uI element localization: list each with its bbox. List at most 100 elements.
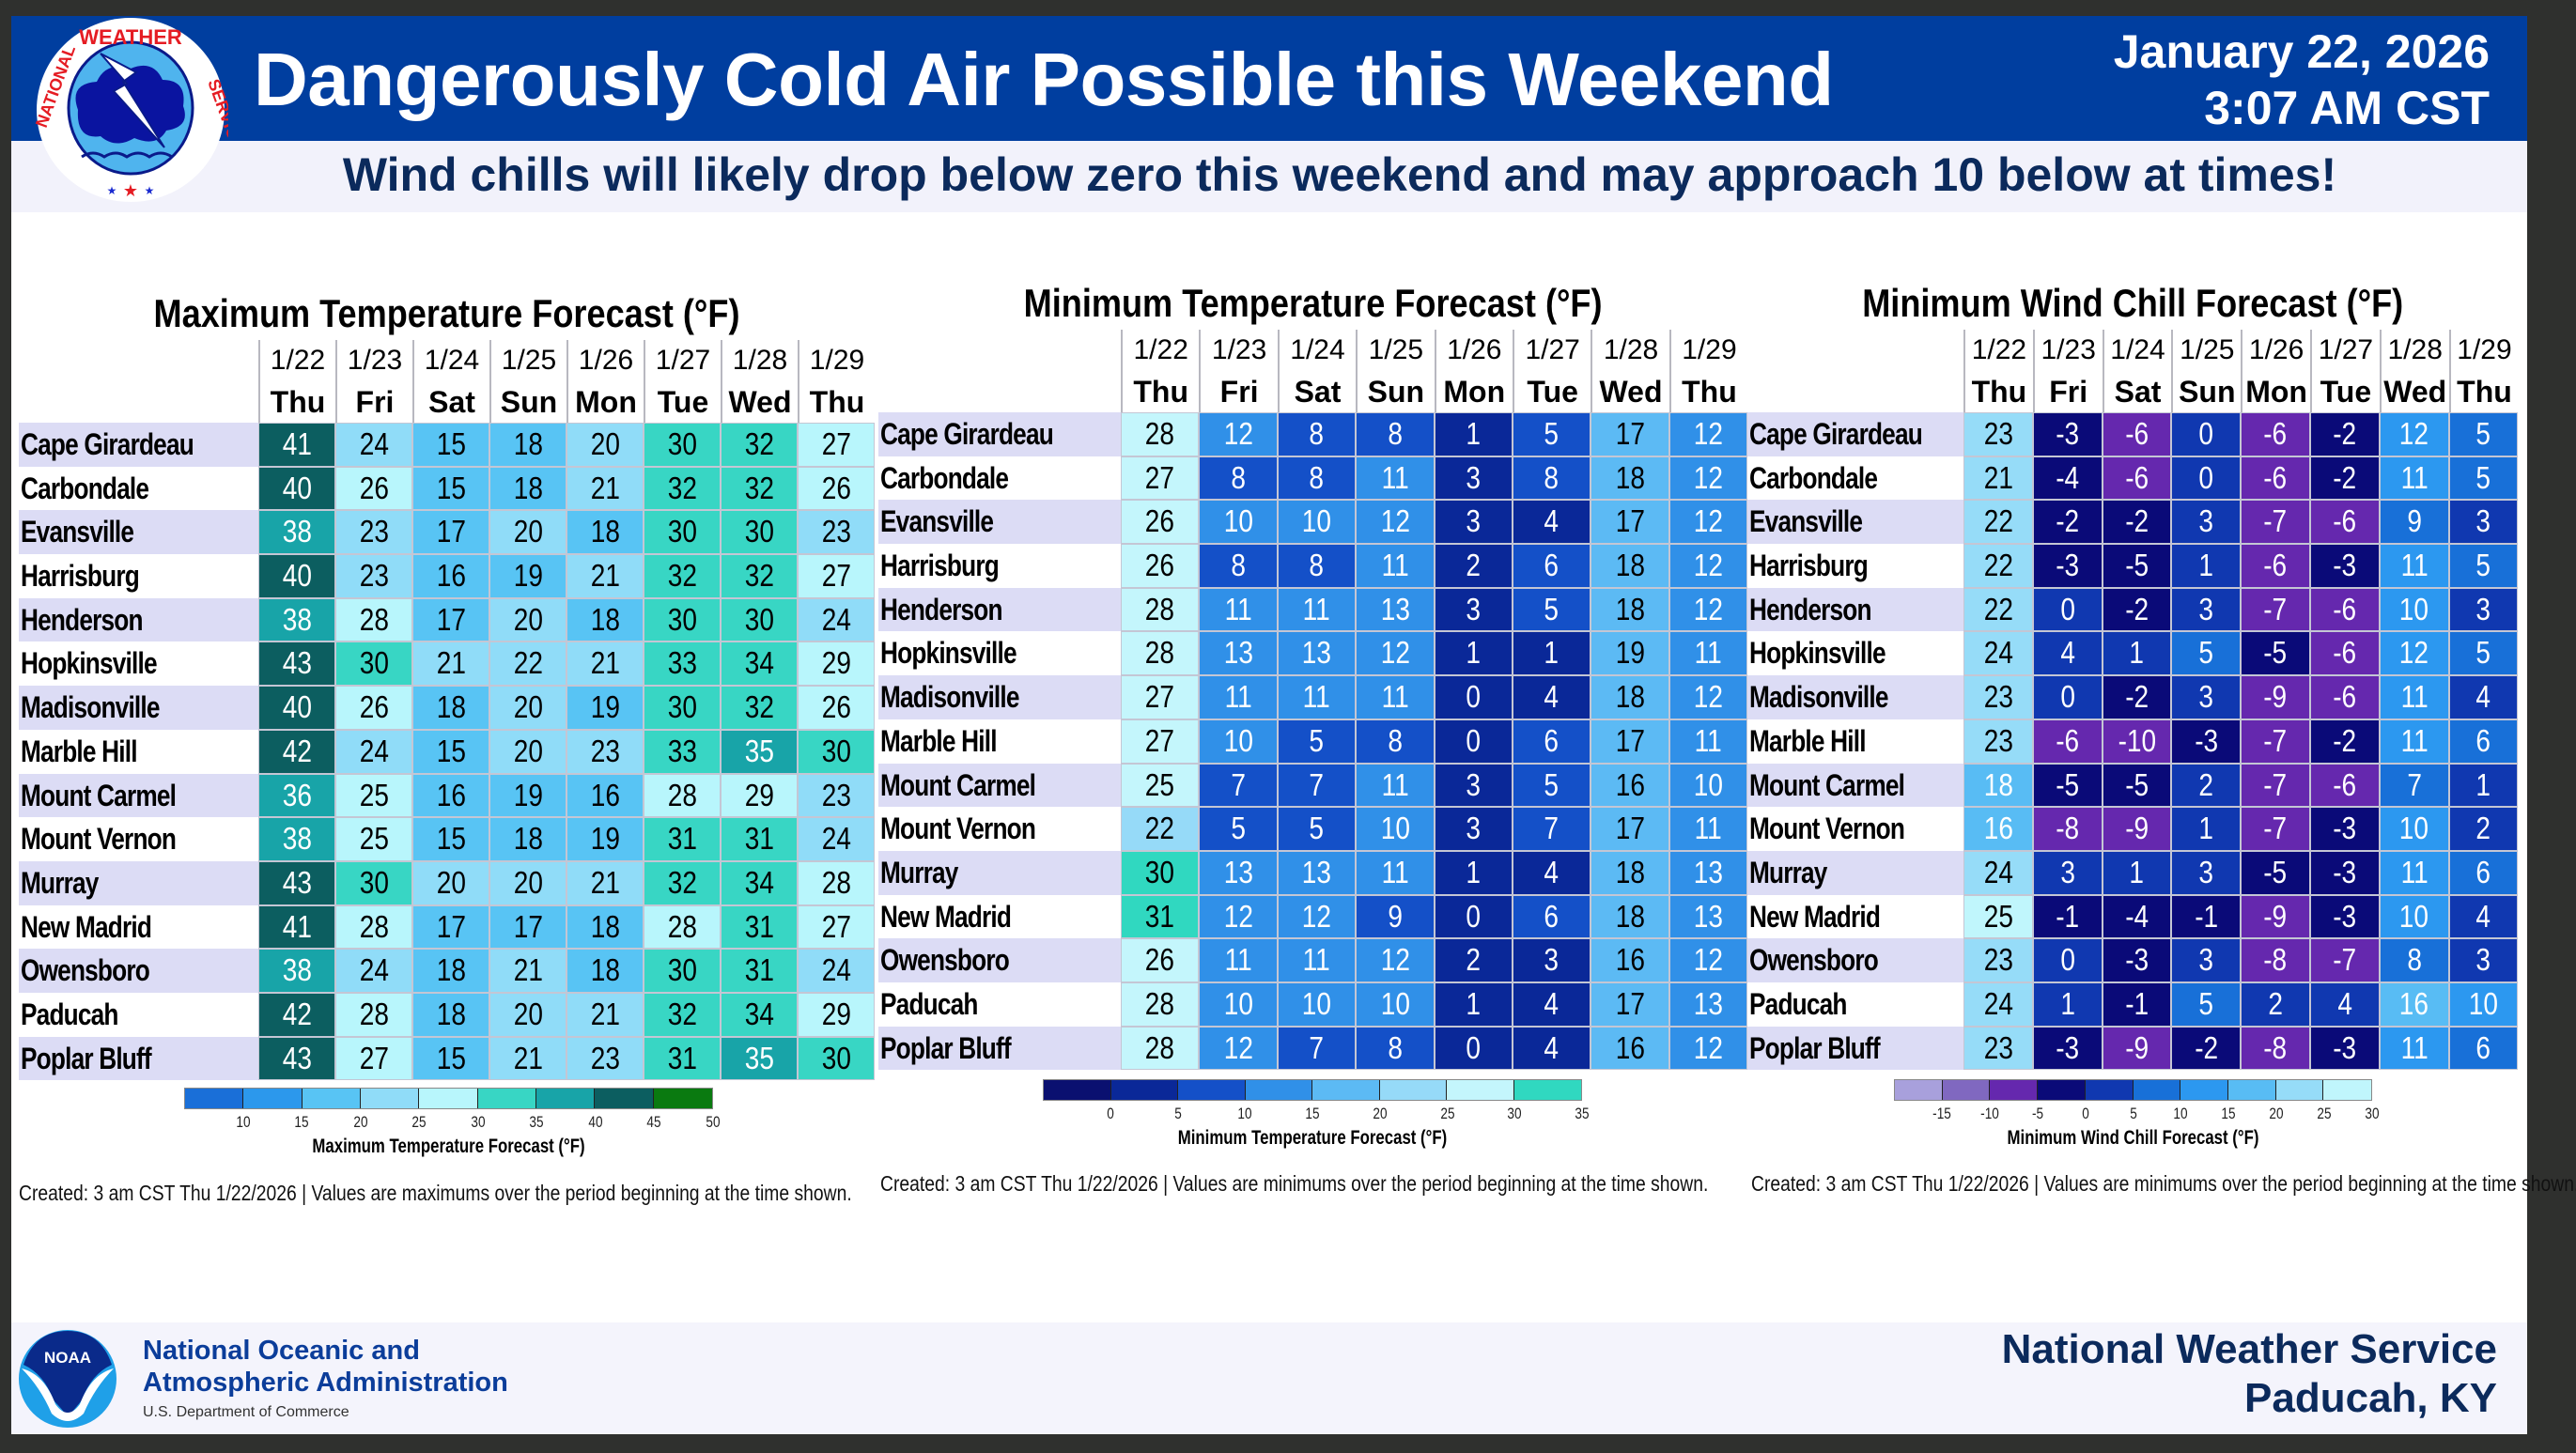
forecast-value: 41 — [282, 426, 312, 461]
forecast-cell: -7 — [2309, 938, 2380, 982]
forecast-cell: 4 — [1512, 675, 1591, 719]
forecast-cell: 26 — [335, 466, 412, 511]
forecast-value: 28 — [1145, 635, 1175, 671]
city-name-text: Evansville — [21, 515, 134, 549]
column-day: Thu — [1963, 371, 2033, 412]
forecast-cell: 32 — [644, 860, 721, 905]
forecast-cell: 18 — [412, 992, 489, 1037]
legend-swatch — [1447, 1080, 1514, 1100]
legend-tick-label: 30 — [1507, 1105, 1522, 1122]
forecast-cell: 24 — [335, 949, 412, 993]
forecast-value: 0 — [2059, 679, 2075, 715]
forecast-cell: 1 — [2102, 631, 2172, 676]
forecast-cell: 10 — [1356, 982, 1435, 1027]
forecast-value: 4 — [1544, 854, 1560, 889]
forecast-value: 22 — [1145, 811, 1175, 846]
column-date: 1/29 — [798, 340, 875, 381]
forecast-value: 11 — [1381, 548, 1409, 583]
forecast-cell: 13 — [1668, 982, 1748, 1027]
forecast-cell: 12 — [1356, 938, 1435, 982]
forecast-cell: -6 — [2241, 412, 2310, 456]
column-date: 1/29 — [2448, 330, 2519, 371]
city-name-text: Marble Hill — [1749, 723, 1866, 758]
forecast-cell: 0 — [1434, 719, 1513, 764]
forecast-value: 42 — [282, 733, 312, 768]
forecast-cell: 12 — [2379, 631, 2449, 676]
forecast-value: 0 — [2198, 416, 2214, 451]
forecast-cell: 22 — [1963, 500, 2033, 545]
forecast-cell: 6 — [1512, 719, 1591, 764]
table-row: Murray 30 13 13 11 1 4 18 13 — [878, 850, 1748, 895]
city-name: Carbondale — [19, 466, 258, 511]
forecast-cell: 5 — [2448, 631, 2519, 676]
city-name-text: Carbondale — [1749, 460, 1878, 495]
forecast-value: -7 — [2263, 503, 2288, 539]
column-day: Fri — [2032, 371, 2103, 412]
forecast-value: -9 — [2125, 1029, 2149, 1065]
forecast-cell: 17 — [1591, 500, 1669, 545]
legend-tick-label: 30 — [2365, 1105, 2380, 1122]
city-name: Hopkinsville — [878, 631, 1121, 676]
forecast-value: 35 — [744, 733, 774, 768]
legend-tick-label: 40 — [588, 1113, 603, 1131]
city-name: Madisonville — [878, 675, 1121, 719]
forecast-value: 20 — [513, 514, 543, 549]
forecast-cell: 20 — [566, 423, 644, 467]
forecast-value: 13 — [1301, 635, 1332, 671]
forecast-cell: -9 — [2102, 807, 2172, 851]
city-name-text: Poplar Bluff — [880, 1030, 1012, 1065]
forecast-value: -3 — [2333, 811, 2357, 846]
forecast-value: 0 — [2198, 459, 2214, 495]
forecast-cell: 32 — [721, 686, 798, 730]
forecast-value: 27 — [1145, 722, 1175, 758]
table-row: Mount Carmel 36 25 16 19 16 28 29 23 — [19, 773, 875, 818]
forecast-value: 15 — [436, 426, 466, 461]
forecast-value: 28 — [1145, 416, 1175, 451]
city-name-text: Harrisburg — [1749, 549, 1869, 583]
forecast-value: 20 — [513, 733, 543, 768]
forecast-cell: 0 — [1434, 675, 1513, 719]
legend-title: Minimum Temperature Forecast (°F) — [1177, 1127, 1448, 1149]
forecast-cell: 5 — [1277, 807, 1357, 851]
header-spacer — [1747, 371, 1963, 412]
table-row: New Madrid 41 28 17 17 18 28 31 27 — [19, 904, 875, 950]
day-header-row: Thu Fri Sat Sun Mon Tue Wed Thu — [19, 381, 875, 423]
forecast-cell: 16 — [1591, 763, 1669, 808]
forecast-cell: 24 — [798, 817, 875, 861]
city-name: Harrisburg — [878, 544, 1121, 588]
forecast-value: 28 — [667, 908, 697, 944]
forecast-value: 12 — [1693, 548, 1724, 583]
forecast-value: 31 — [667, 821, 697, 857]
forecast-cell: 7 — [1277, 1026, 1357, 1071]
forecast-value: 17 — [1615, 722, 1645, 758]
forecast-value: 18 — [590, 514, 620, 549]
forecast-cell: 30 — [335, 860, 412, 905]
legend-title: Minimum Wind Chill Forecast (°F) — [2007, 1127, 2259, 1149]
noaa-name-line2: Atmospheric Administration — [143, 1368, 508, 1398]
forecast-value: 1 — [2475, 766, 2491, 802]
forecast-value: 30 — [359, 645, 389, 681]
city-name-text: Mount Carmel — [880, 767, 1036, 802]
forecast-value: 10 — [1693, 766, 1724, 802]
forecast-cell: 30 — [644, 423, 721, 467]
forecast-value: 18 — [590, 952, 620, 988]
forecast-value: 40 — [282, 470, 312, 505]
forecast-value: 13 — [1223, 854, 1253, 889]
forecast-cell: -5 — [2032, 763, 2103, 808]
city-name: New Madrid — [878, 894, 1121, 939]
forecast-cell: -3 — [2032, 544, 2103, 588]
forecast-value: 11 — [1381, 459, 1409, 495]
forecast-cell: -3 — [2309, 1026, 2380, 1071]
forecast-cell: 15 — [412, 817, 489, 861]
panel-title: Minimum Wind Chill Forecast (°F) — [1862, 281, 2404, 325]
forecast-cell: 23 — [798, 773, 875, 818]
forecast-cell: -9 — [2102, 1026, 2172, 1071]
forecast-cell: 0 — [1434, 1026, 1513, 1071]
forecast-cell: 4 — [1512, 500, 1591, 545]
city-name: Hopkinsville — [19, 641, 258, 687]
forecast-value: 12 — [1693, 503, 1724, 539]
forecast-cell: 22 — [1963, 587, 2033, 632]
city-name-text: Carbondale — [21, 471, 149, 505]
column-day: Sat — [1277, 371, 1356, 412]
forecast-value: 1 — [1466, 985, 1482, 1021]
